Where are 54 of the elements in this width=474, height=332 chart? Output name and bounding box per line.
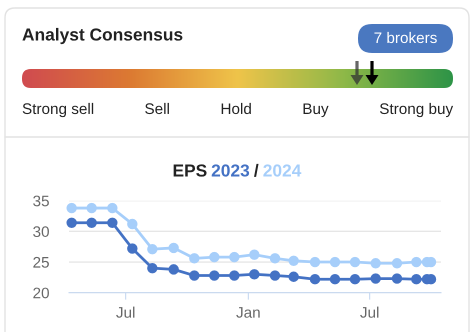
point bbox=[86, 218, 97, 228]
category-label: Strong sell bbox=[22, 102, 94, 118]
point bbox=[127, 243, 138, 254]
point bbox=[392, 258, 402, 268]
point bbox=[392, 273, 402, 284]
text: 7 brokers bbox=[374, 32, 437, 44]
point bbox=[330, 256, 340, 268]
point bbox=[270, 253, 280, 264]
category-label: Sell bbox=[145, 102, 169, 114]
category-label: Strong buy bbox=[380, 102, 454, 118]
point bbox=[288, 272, 299, 282]
text: 2023 bbox=[212, 164, 250, 177]
x-tick-label: Jul bbox=[116, 306, 134, 318]
category-label: Hold bbox=[222, 102, 251, 114]
point bbox=[107, 202, 118, 214]
point bbox=[86, 202, 97, 214]
text: Analyst Consensus bbox=[22, 28, 182, 44]
point bbox=[147, 262, 158, 274]
point bbox=[209, 270, 220, 281]
y-tick-label: 20 bbox=[33, 288, 49, 298]
y-tick-label: 25 bbox=[33, 256, 49, 268]
point bbox=[189, 253, 200, 264]
point bbox=[66, 218, 77, 228]
point bbox=[370, 258, 381, 268]
point bbox=[411, 274, 422, 284]
point bbox=[310, 274, 320, 284]
point bbox=[330, 274, 340, 284]
text: 2024 bbox=[263, 164, 302, 177]
point bbox=[350, 274, 360, 284]
point bbox=[229, 252, 240, 262]
point bbox=[249, 269, 260, 280]
point bbox=[288, 256, 299, 266]
text: / bbox=[254, 164, 259, 177]
point bbox=[310, 256, 320, 268]
point bbox=[229, 270, 240, 281]
y-tick-label: 30 bbox=[33, 226, 49, 238]
point bbox=[370, 273, 381, 284]
chart-title: EPS bbox=[174, 164, 207, 177]
point bbox=[127, 218, 138, 230]
point bbox=[249, 249, 260, 260]
point bbox=[350, 256, 360, 268]
y-tick-label: 35 bbox=[33, 196, 49, 206]
x-tick-label: Jan bbox=[236, 307, 260, 318]
point bbox=[270, 270, 280, 281]
point bbox=[168, 264, 179, 275]
category-label: Buy bbox=[304, 103, 329, 118]
point bbox=[189, 270, 200, 281]
point bbox=[209, 252, 220, 262]
x-tick-label: Jul bbox=[360, 306, 378, 318]
point bbox=[168, 242, 179, 254]
point bbox=[107, 218, 118, 228]
point bbox=[66, 202, 77, 214]
point bbox=[411, 256, 422, 268]
point bbox=[147, 244, 158, 254]
